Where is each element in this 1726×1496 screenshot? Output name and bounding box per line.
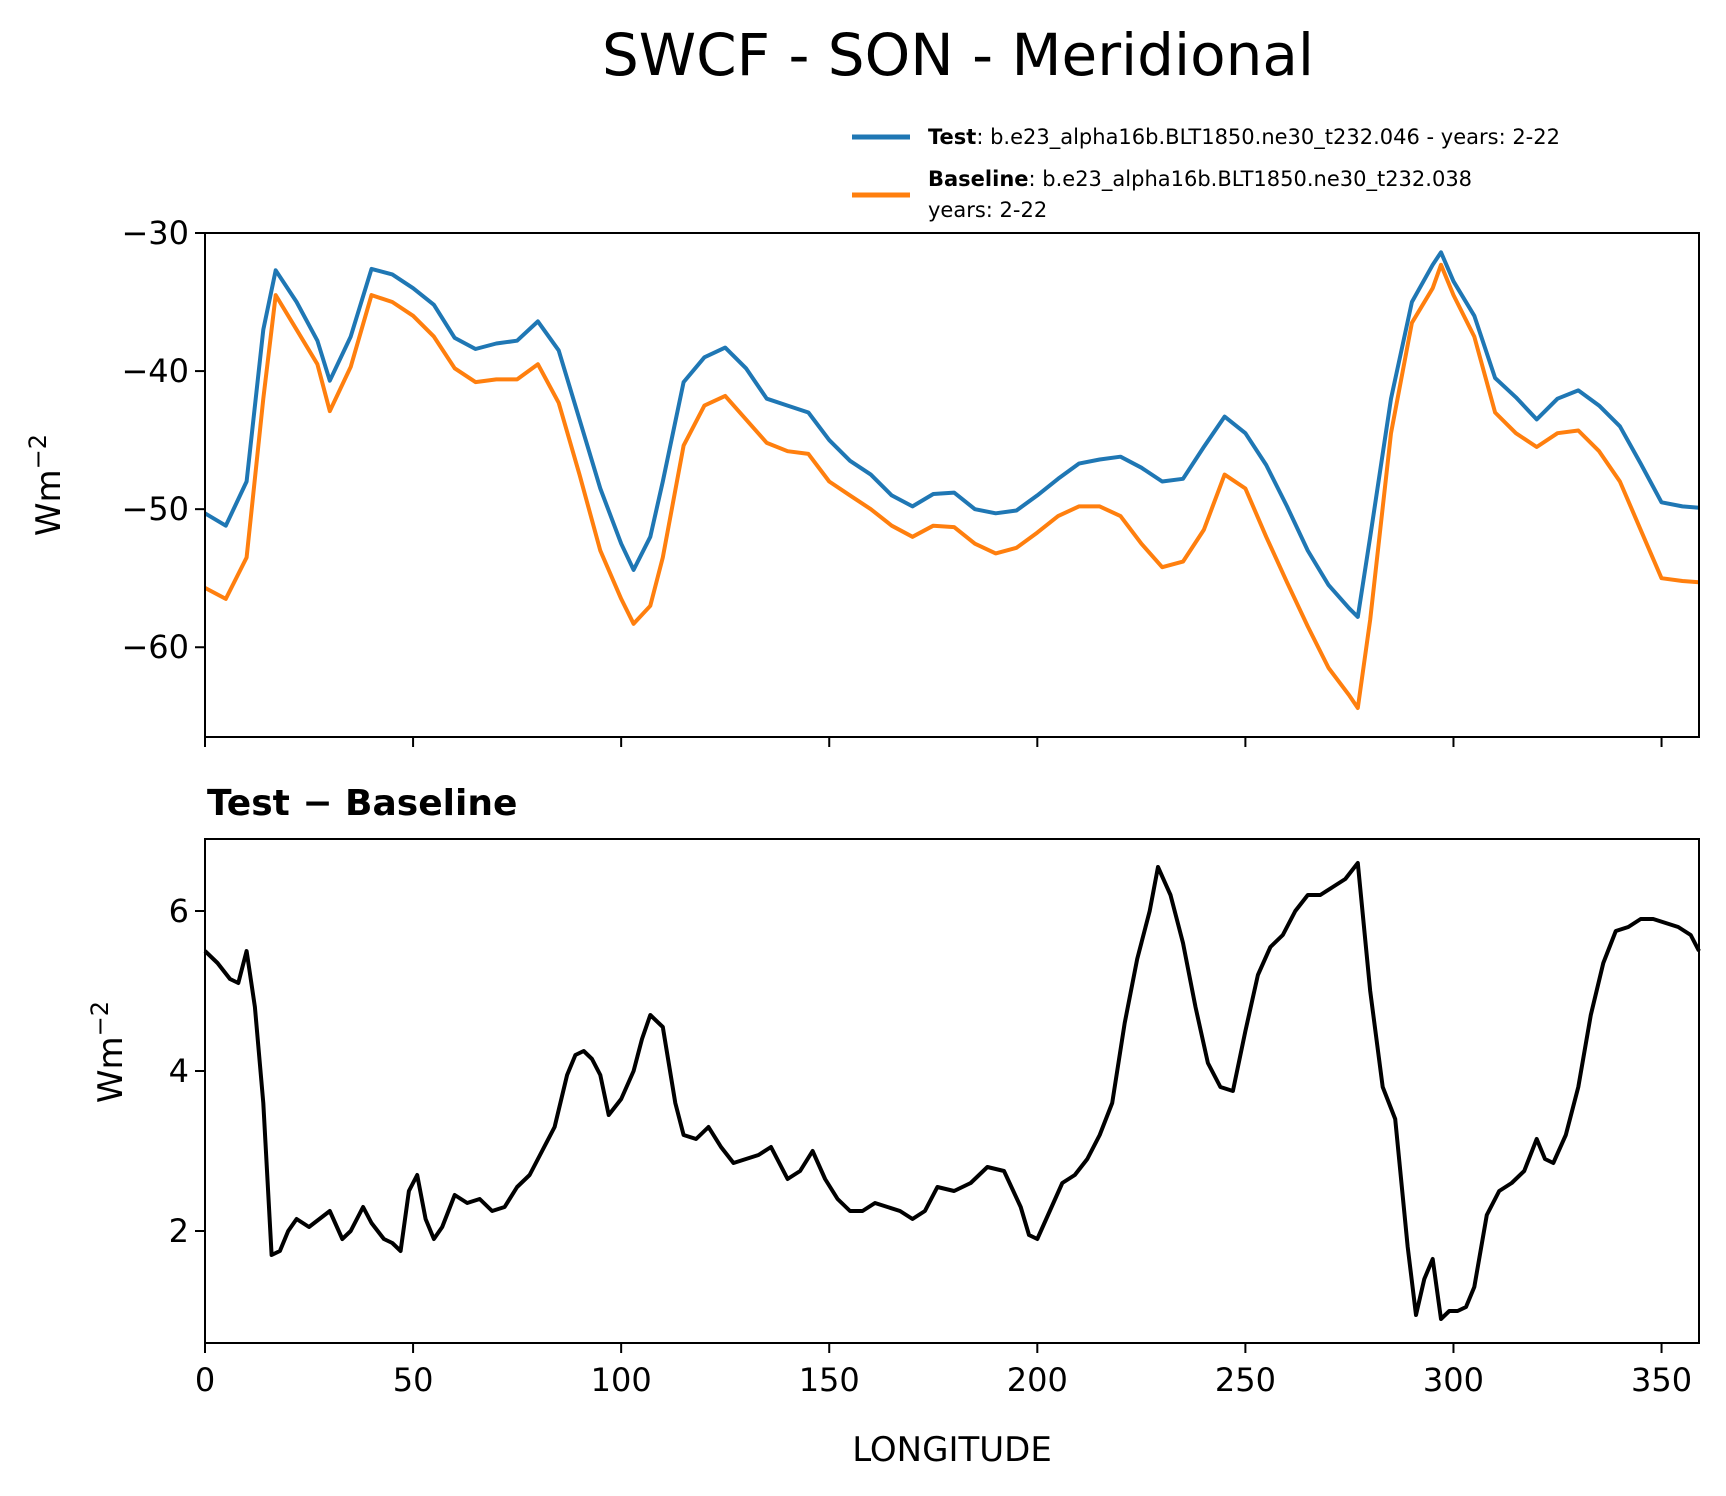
top-series-line-baseline <box>204 262 1700 710</box>
bottom-y-tick-label: 2 <box>169 1212 189 1250</box>
top-panel: −30 −40 −50 −60 Wm−2 <box>24 214 1700 747</box>
top-x-ticks <box>204 737 1663 747</box>
top-y-axis-label: Wm−2 <box>24 434 69 536</box>
legend: Test: b.e23_alpha16b.BLT1850.ne30_t232.0… <box>852 125 1560 222</box>
bottom-x-ticks: 0 50 100 150 200 250 300 350 <box>195 1343 1692 1399</box>
legend-entry-baseline-years: years: 2-22 <box>928 198 1047 222</box>
bottom-x-tick-label: 250 <box>1215 1361 1276 1399</box>
bottom-y-ticks: 2 4 6 <box>169 892 205 1250</box>
bottom-x-tick-label: 200 <box>1007 1361 1068 1399</box>
difference-subtitle: Test − Baseline <box>207 783 517 824</box>
bottom-y-tick-label: 6 <box>169 892 189 930</box>
bottom-x-tick-label: 50 <box>393 1361 434 1399</box>
x-axis-label: LONGITUDE <box>852 1430 1052 1470</box>
top-y-tick-label: −60 <box>121 628 189 666</box>
bottom-series-group <box>203 861 1701 1321</box>
bottom-series-line-test-baseline <box>203 861 1701 1321</box>
bottom-plot-frame <box>204 838 1700 1344</box>
top-series-line-test <box>203 250 1700 619</box>
top-plot-frame <box>204 232 1700 738</box>
bottom-x-tick-label: 100 <box>591 1361 652 1399</box>
top-y-ticks: −30 −40 −50 −60 <box>121 214 205 666</box>
bottom-x-tick-label: 0 <box>195 1361 215 1399</box>
bottom-y-axis-label: Wm−2 <box>86 1001 131 1103</box>
bottom-y-tick-label: 4 <box>169 1052 189 1090</box>
bottom-x-tick-label: 150 <box>799 1361 860 1399</box>
legend-entry-test: Test: b.e23_alpha16b.BLT1850.ne30_t232.0… <box>928 125 1560 150</box>
top-series-group <box>203 250 1700 710</box>
legend-entry-baseline: Baseline: b.e23_alpha16b.BLT1850.ne30_t2… <box>928 167 1472 192</box>
bottom-x-tick-label: 350 <box>1631 1361 1692 1399</box>
chart-title: SWCF - SON - Meridional <box>602 21 1314 89</box>
bottom-x-tick-label: 300 <box>1423 1361 1484 1399</box>
bottom-panel: Test − Baseline 2 4 6 0 50 100 150 200 250 300 35… <box>86 783 1701 1470</box>
top-y-tick-label: −50 <box>121 490 189 528</box>
top-y-tick-label: −40 <box>121 352 189 390</box>
top-y-tick-label: −30 <box>121 214 189 252</box>
